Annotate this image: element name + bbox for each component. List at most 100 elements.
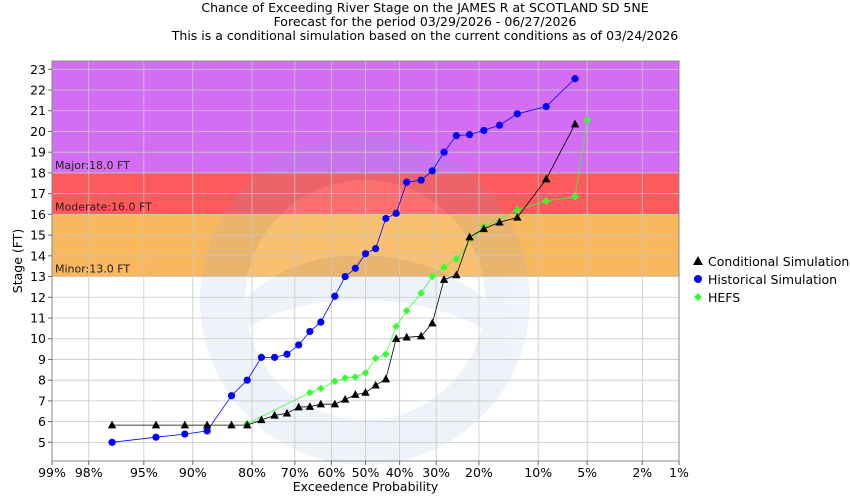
series-historical-simulation bbox=[108, 75, 579, 446]
x-tick-label: 70% bbox=[281, 465, 309, 480]
y-tick-label: 21 bbox=[30, 103, 46, 118]
data-point bbox=[306, 327, 314, 336]
data-point bbox=[341, 374, 349, 382]
legend: Conditional Simulation Historical Simula… bbox=[690, 252, 849, 306]
data-point bbox=[402, 306, 411, 315]
data-point bbox=[305, 402, 315, 410]
y-tick-label: 20 bbox=[30, 124, 46, 139]
legend-label-conditional: Conditional Simulation bbox=[708, 253, 850, 269]
data-point bbox=[108, 438, 116, 446]
data-point bbox=[294, 402, 303, 411]
data-point bbox=[480, 126, 488, 135]
data-point bbox=[243, 376, 251, 384]
chart-title-line-3: This is a conditional simulation based o… bbox=[171, 28, 679, 43]
data-point bbox=[331, 292, 339, 300]
data-point bbox=[202, 420, 212, 429]
y-tick-label: 22 bbox=[30, 83, 46, 98]
x-tick-label: 80% bbox=[238, 465, 266, 480]
legend-item-hefs: HEFS bbox=[690, 288, 849, 306]
data-point bbox=[465, 130, 474, 139]
data-point bbox=[495, 217, 504, 226]
data-point bbox=[316, 399, 325, 408]
y-axis-ticks: 5 6 7 8 9 10 11 12 13 14 15 16 17 18 19 20 21 22 23 bbox=[30, 62, 52, 450]
data-point bbox=[242, 420, 252, 429]
series-line bbox=[112, 124, 576, 426]
data-point bbox=[440, 263, 448, 272]
data-point bbox=[331, 377, 339, 386]
data-point bbox=[282, 408, 292, 417]
data-point bbox=[351, 390, 360, 398]
data-point bbox=[571, 192, 579, 201]
x-axis-label: Exceedence Probability bbox=[293, 479, 439, 494]
noaa-watermark bbox=[200, 135, 530, 465]
x-tick-label: 30% bbox=[422, 465, 450, 480]
y-tick-label: 10 bbox=[30, 331, 46, 346]
data-point bbox=[513, 206, 522, 215]
data-point bbox=[439, 275, 449, 283]
data-point bbox=[270, 410, 279, 419]
data-point bbox=[542, 197, 550, 205]
data-point bbox=[257, 415, 266, 424]
flood-band-label: Moderate:16.0 FT bbox=[55, 200, 152, 213]
x-tick-label: 98% bbox=[75, 465, 103, 480]
x-tick-label: 60% bbox=[317, 465, 345, 480]
data-point bbox=[465, 232, 474, 241]
data-point bbox=[203, 427, 211, 435]
x-tick-label: 10% bbox=[524, 465, 552, 480]
data-point bbox=[440, 148, 448, 156]
data-point bbox=[428, 318, 437, 327]
legend-label-historical: Historical Simulation bbox=[708, 271, 838, 287]
data-point bbox=[382, 214, 390, 223]
data-point bbox=[317, 318, 325, 326]
data-point bbox=[391, 334, 401, 342]
data-point bbox=[361, 250, 370, 258]
data-point bbox=[371, 354, 380, 363]
data-point bbox=[570, 119, 580, 128]
x-tick-label: 5% bbox=[577, 465, 597, 480]
data-point bbox=[571, 75, 579, 83]
data-point bbox=[416, 331, 426, 340]
data-point bbox=[541, 174, 551, 183]
data-point bbox=[542, 102, 550, 111]
y-tick-label: 8 bbox=[38, 373, 46, 388]
y-tick-label: 16 bbox=[30, 207, 46, 222]
y-tick-label: 15 bbox=[30, 228, 46, 243]
data-point bbox=[513, 212, 522, 221]
data-point bbox=[452, 270, 461, 279]
data-point bbox=[283, 350, 291, 358]
data-point bbox=[181, 430, 189, 438]
x-tick-label: 2% bbox=[632, 465, 652, 480]
data-point bbox=[381, 374, 391, 383]
x-tick-label: 99% bbox=[38, 465, 66, 480]
legend-label-hefs: HEFS bbox=[708, 289, 741, 305]
data-point bbox=[351, 264, 359, 272]
y-tick-label: 5 bbox=[38, 435, 46, 450]
x-tick-label: 90% bbox=[179, 465, 207, 480]
data-point bbox=[452, 255, 461, 263]
series-hefs bbox=[243, 116, 591, 428]
data-point bbox=[341, 272, 349, 281]
flood-band-label: Minor:13.0 FT bbox=[55, 263, 130, 276]
series-conditional-simulation bbox=[107, 119, 580, 429]
data-point bbox=[351, 373, 360, 381]
y-tick-label: 11 bbox=[30, 310, 46, 325]
chart-title-line-1: Chance of Exceeding River Stage on the J… bbox=[201, 0, 649, 15]
legend-item-conditional: Conditional Simulation bbox=[690, 252, 849, 270]
data-point bbox=[403, 178, 411, 186]
y-tick-label: 6 bbox=[38, 414, 46, 429]
x-tick-label: 95% bbox=[130, 465, 158, 480]
data-point bbox=[306, 388, 314, 397]
data-point bbox=[316, 384, 325, 393]
legend-item-historical: Historical Simulation bbox=[690, 270, 849, 288]
data-point bbox=[417, 176, 425, 184]
data-point bbox=[361, 369, 370, 377]
data-point bbox=[382, 350, 390, 359]
data-point bbox=[583, 116, 591, 124]
data-point bbox=[392, 209, 400, 217]
data-point bbox=[152, 433, 160, 441]
x-tick-label: 1% bbox=[669, 465, 689, 480]
x-tick-label: 40% bbox=[386, 465, 414, 480]
circle-marker-icon bbox=[694, 275, 702, 283]
y-tick-label: 9 bbox=[38, 352, 46, 367]
